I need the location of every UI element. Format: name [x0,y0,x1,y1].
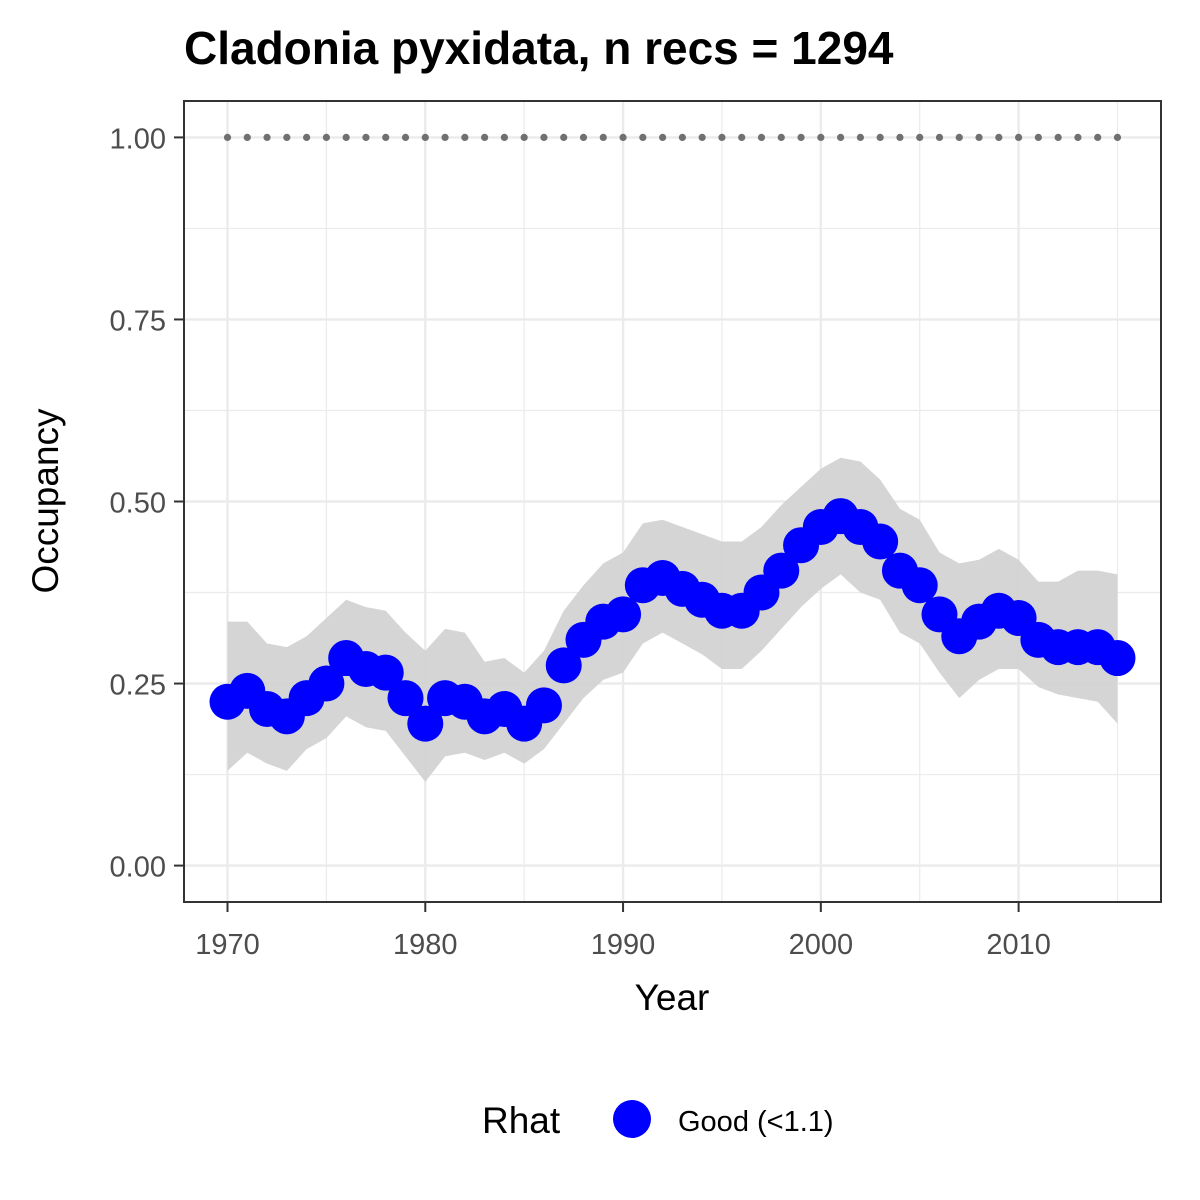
reference-dot [817,133,825,142]
occupancy-point [387,680,424,717]
reference-dot [995,133,1003,142]
reference-dot [678,133,686,142]
y-tick-label: 1.00 [110,123,166,155]
reference-dot [955,133,963,142]
reference-dot [579,133,588,142]
reference-dot [856,133,864,142]
reference-dot [441,133,449,142]
reference-dot [500,133,508,142]
reference-dot [975,133,983,142]
occupancy-point [407,705,444,742]
legend-label-good: Good (<1.1) [678,1106,834,1138]
reference-dot [1015,133,1023,142]
reference-dot [283,133,291,142]
reference-dot [1094,133,1102,142]
occupancy-point [525,687,562,724]
reference-line-layer [223,133,1122,142]
reference-dot [619,133,627,142]
x-tick-label: 2000 [789,929,854,961]
legend-title: Rhat [482,1100,561,1141]
reference-dot [342,133,350,142]
reference-dot [1054,133,1062,142]
reference-dot [263,133,271,142]
reference-dot [876,133,884,142]
reference-dot [757,133,766,142]
reference-dot [1113,133,1122,142]
reference-dot [777,133,785,142]
y-tick-label: 0.25 [110,670,166,702]
reference-dot [303,133,311,142]
x-axis: 1970 1980 1990 2000 2010 [195,902,1051,961]
x-tick-label: 1970 [195,929,260,961]
occupancy-point [308,665,345,702]
reference-dot [1034,133,1042,142]
occupancy-points-layer [209,498,1136,742]
reference-dot [1074,133,1082,142]
y-tick-label: 0.75 [110,305,166,337]
reference-dot [718,133,726,142]
y-axis-title: Occupancy [25,408,66,594]
y-axis: 0.00 0.25 0.50 0.75 1.00 [110,123,184,884]
reference-dot [837,133,845,142]
occupancy-point [1099,640,1136,677]
occupancy-point [605,596,642,633]
occupancy-point [763,552,800,589]
reference-dot [797,133,805,142]
reference-dot [520,133,528,142]
occupancy-point [545,647,582,684]
reference-dot [896,133,904,142]
occupancy-point [862,523,899,560]
reference-dot [461,133,469,142]
y-tick-label: 0.50 [110,488,166,520]
legend-key-good [613,1100,651,1138]
x-axis-title: Year [635,977,710,1018]
reference-dot [481,133,489,142]
reference-dot [322,133,330,142]
y-tick-label: 0.00 [110,852,166,884]
reference-dot [362,133,370,142]
reference-dot [935,133,944,142]
occupancy-point [367,654,404,691]
reference-dot [560,133,568,142]
occupancy-point [901,567,938,604]
reference-dot [916,133,924,142]
reference-dot [382,133,390,142]
chart-title: Cladonia pyxidata, n recs = 1294 [184,22,894,74]
x-tick-label: 2010 [986,929,1051,961]
reference-dot [243,133,251,142]
reference-dot [540,133,548,142]
reference-dot [223,133,232,142]
reference-dot [421,133,429,142]
x-tick-label: 1980 [393,929,458,961]
reference-dot [639,133,647,142]
reference-dot [401,133,410,142]
reference-dot [599,133,607,142]
x-tick-label: 1990 [591,929,656,961]
legend: Rhat Good (<1.1) [482,1100,834,1141]
reference-dot [738,133,746,142]
reference-dot [659,133,667,142]
reference-dot [698,133,706,142]
